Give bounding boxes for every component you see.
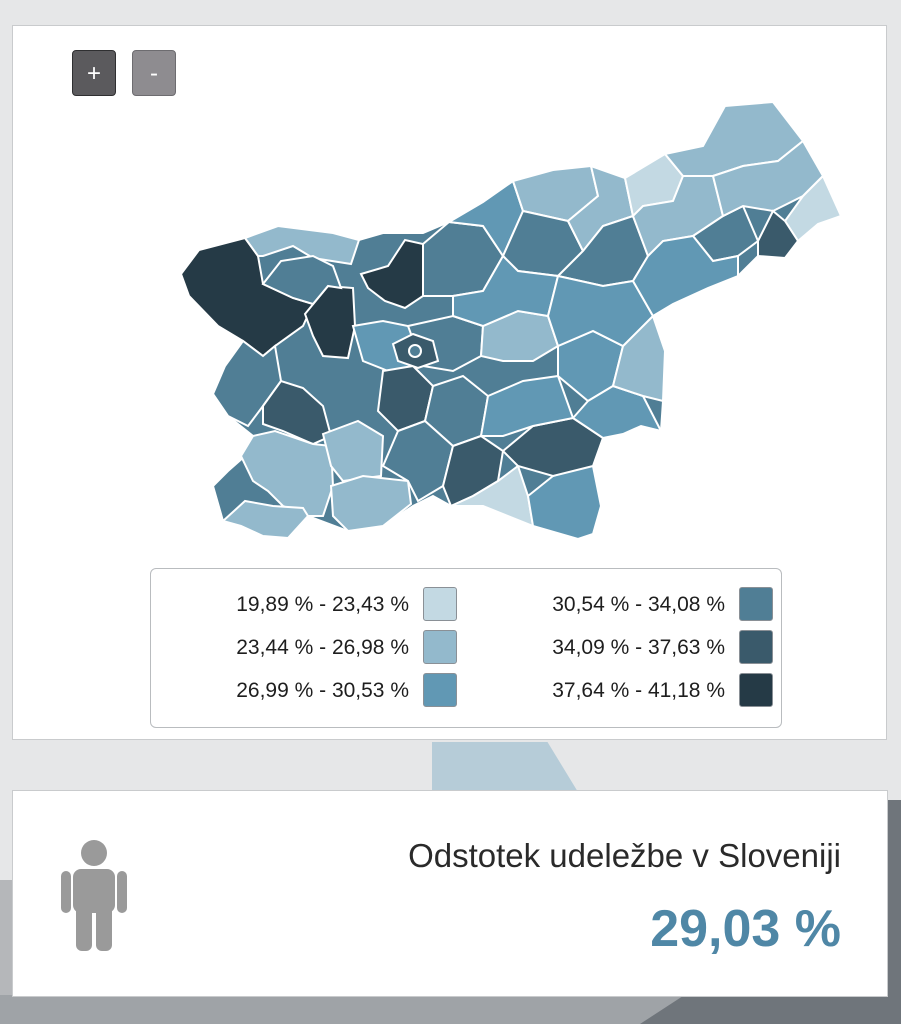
- legend-swatch: [739, 630, 773, 664]
- legend-swatch: [739, 673, 773, 707]
- legend-swatch: [423, 587, 457, 621]
- legend-item: 19,89 % - 23,43 %: [151, 587, 457, 623]
- legend-label: 23,44 % - 26,98 %: [236, 636, 409, 659]
- legend-item: 23,44 % - 26,98 %: [151, 630, 457, 666]
- map-region[interactable]: [220, 499, 310, 540]
- zoom-out-button[interactable]: -: [132, 50, 176, 96]
- slovenia-municipality-map[interactable]: [13, 26, 886, 566]
- map-region[interactable]: [243, 224, 361, 266]
- legend-swatch: [423, 673, 457, 707]
- turnout-value: 29,03 %: [650, 900, 841, 958]
- map-region[interactable]: [452, 254, 560, 328]
- map-panel: + - 19,89 % - 23,43 % 23,44 % - 26,98 % …: [12, 25, 887, 740]
- legend-item: 30,54 % - 34,08 %: [151, 587, 773, 623]
- legend-label: 34,09 % - 37,63 %: [552, 636, 725, 659]
- legend-item: 26,99 % - 30,53 %: [151, 673, 457, 709]
- map-region-ljubljana-center[interactable]: [408, 344, 422, 358]
- map-region[interactable]: [261, 254, 343, 306]
- map-region[interactable]: [239, 429, 335, 517]
- map-region[interactable]: [381, 419, 455, 503]
- person-icon: [61, 840, 127, 951]
- map-region[interactable]: [546, 274, 655, 348]
- legend-label: 26,99 % - 30,53 %: [236, 679, 409, 702]
- legend-swatch: [423, 630, 457, 664]
- map-region[interactable]: [631, 234, 739, 318]
- map-region[interactable]: [329, 474, 413, 533]
- legend-label: 30,54 % - 34,08 %: [552, 593, 725, 616]
- legend-item: 34,09 % - 37,63 %: [151, 630, 773, 666]
- map-region[interactable]: [211, 339, 283, 428]
- legend-item: 37,64 % - 41,18 %: [151, 673, 773, 709]
- summary-title: Odstotek udeležbe v Sloveniji: [408, 837, 841, 874]
- legend-swatch: [739, 587, 773, 621]
- map-region[interactable]: [757, 209, 800, 260]
- legend-label: 37,64 % - 41,18 %: [552, 679, 725, 702]
- zoom-in-button[interactable]: +: [72, 50, 116, 96]
- map-legend: 19,89 % - 23,43 % 23,44 % - 26,98 % 26,9…: [150, 568, 782, 728]
- background-shape-right: [888, 800, 901, 1024]
- map-region[interactable]: [479, 374, 575, 437]
- map-region[interactable]: [321, 419, 385, 483]
- legend-label: 19,89 % - 23,43 %: [236, 593, 409, 616]
- summary-panel: Odstotek udeležbe v Sloveniji 29,03 %: [12, 790, 888, 997]
